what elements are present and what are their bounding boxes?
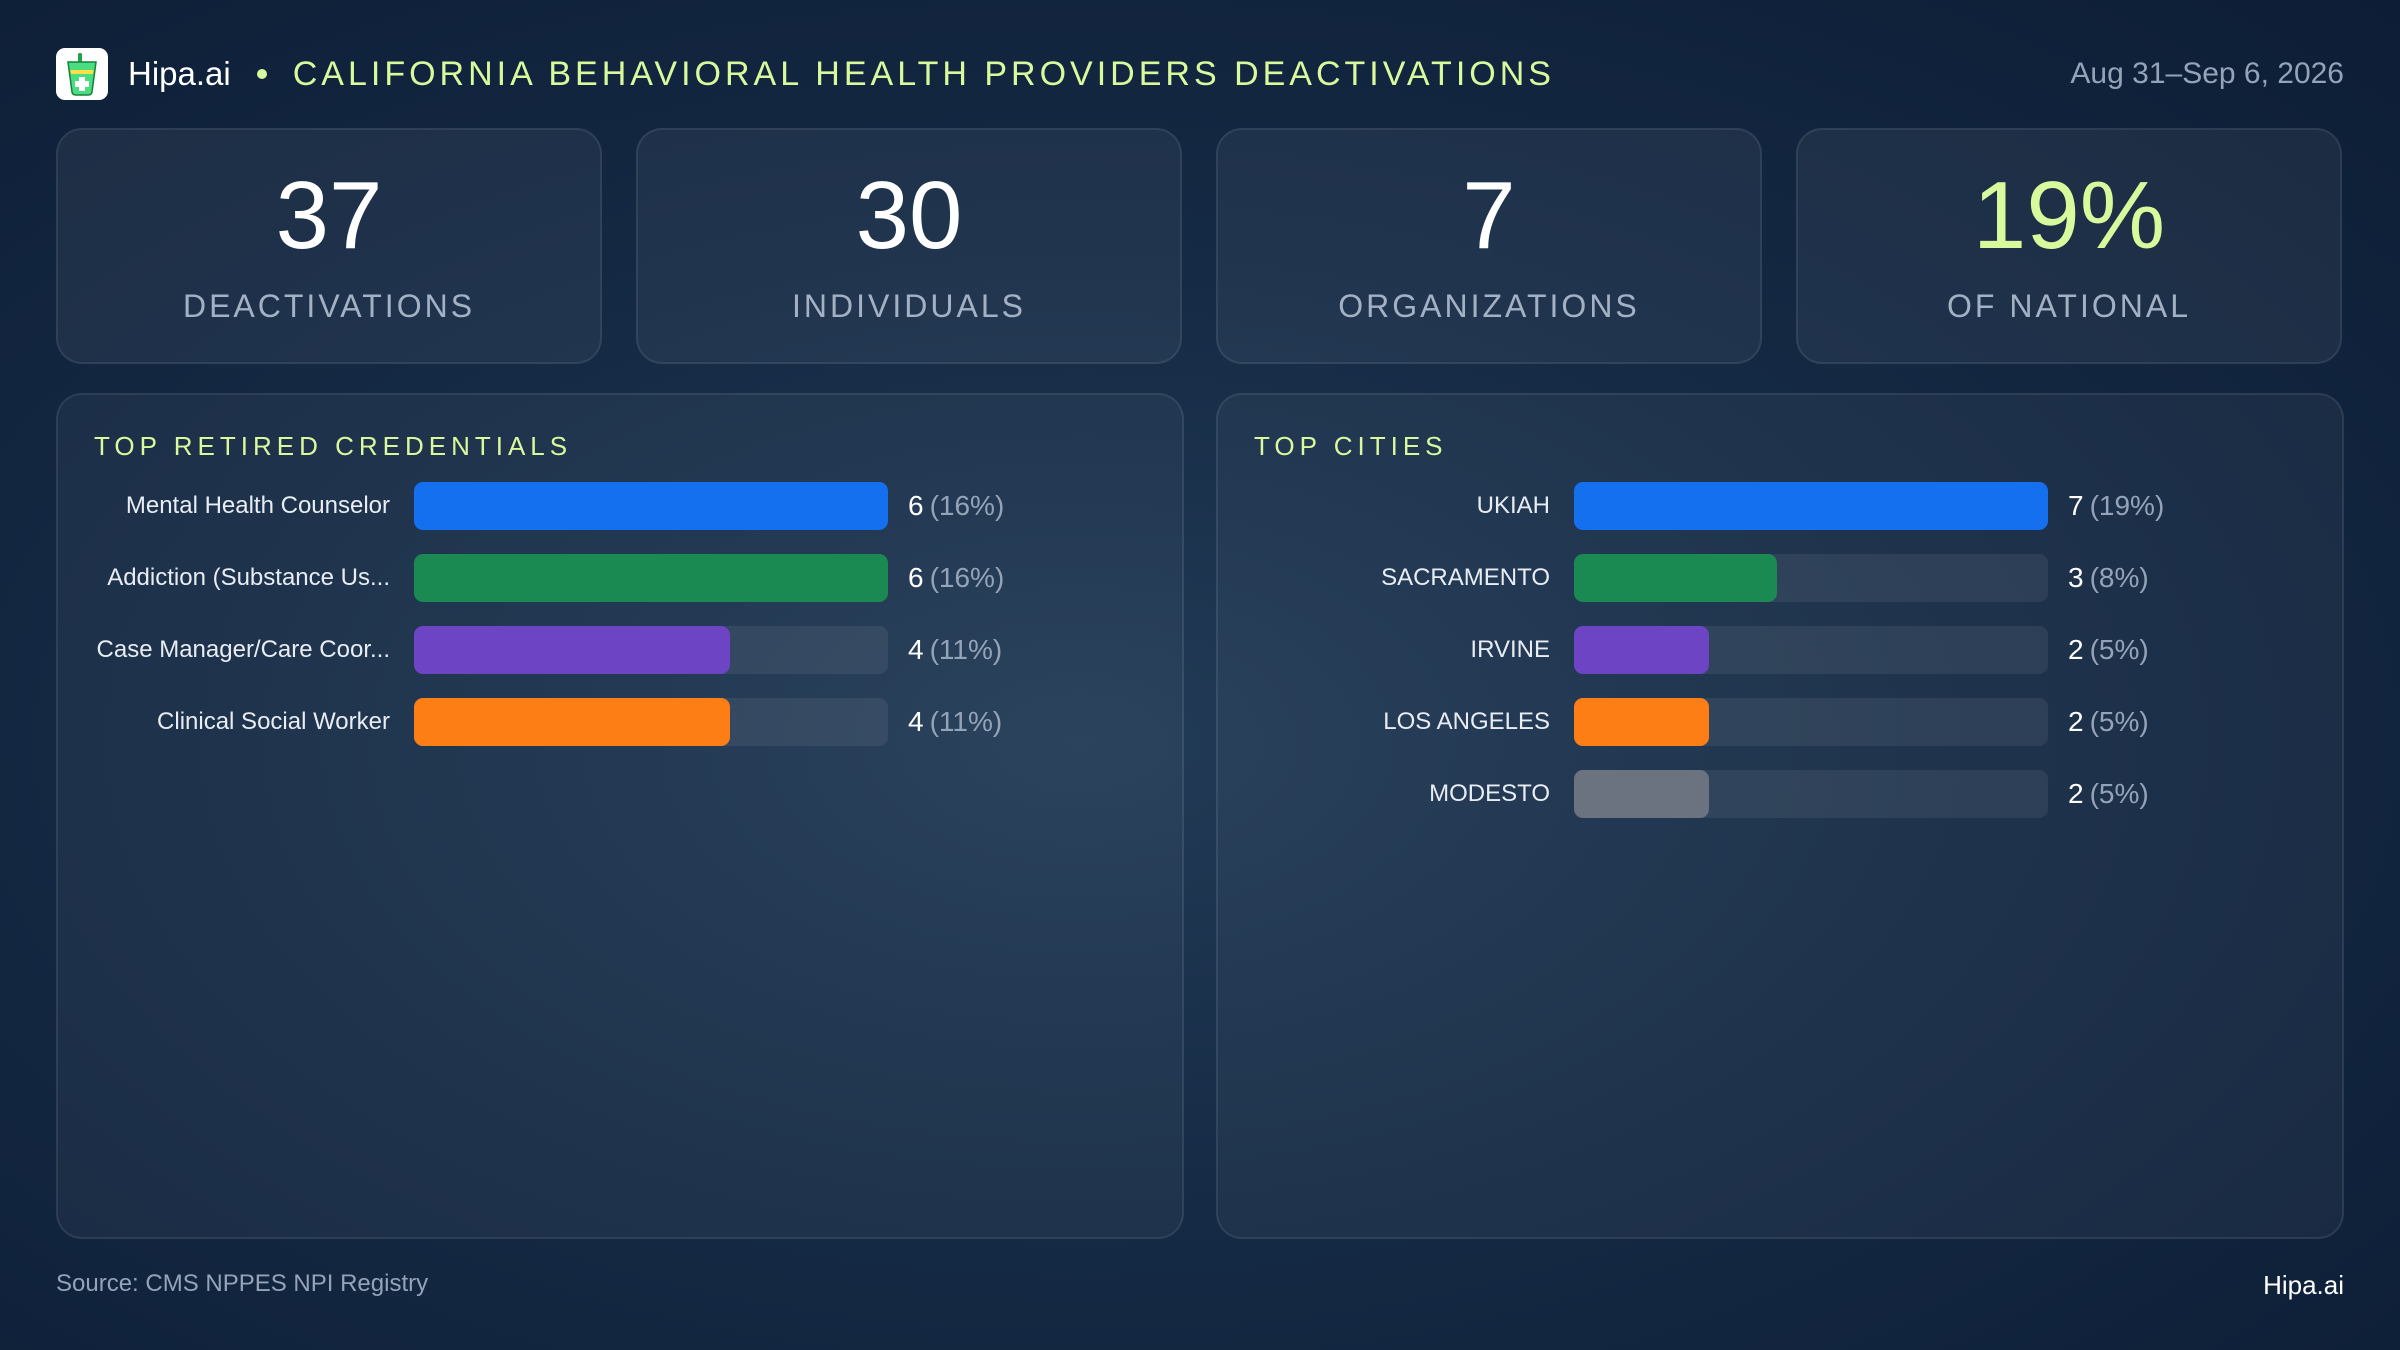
bar-percent: (11%) <box>929 706 1003 737</box>
title-bullet <box>256 69 267 79</box>
bar-row: Mental Health Counselor 6 (16%) <box>58 482 1186 530</box>
bar-category-label: Addiction (Substance Us... <box>107 564 390 591</box>
bar-row: LOS ANGELES 2 (5%) <box>1218 698 2346 746</box>
bar-count: 4 <box>908 706 924 737</box>
bar-percent: (16%) <box>929 490 1005 521</box>
bar-row: SACRAMENTO 3 (8%) <box>1218 554 2346 602</box>
bar-count: 2 <box>2068 634 2084 665</box>
bar <box>414 698 730 746</box>
brand-name: Hipa.ai <box>128 55 231 92</box>
kpi-label: ORGANIZATIONS <box>1338 288 1640 324</box>
bar-category-label: UKIAH <box>1476 492 1550 519</box>
bar-row: Case Manager/Care Coor... 4 (11%) <box>58 626 1186 674</box>
bar <box>414 626 730 674</box>
footer-brand: Hipa.ai <box>2263 1270 2344 1300</box>
bar-category-label: Clinical Social Worker <box>157 708 390 735</box>
date-range: Aug 31–Sep 6, 2026 <box>2070 57 2344 90</box>
kpi-value: 30 <box>855 162 963 269</box>
page-title: CALIFORNIA BEHAVIORAL HEALTH PROVIDERS D… <box>292 54 1555 93</box>
bar-track <box>1574 482 2048 530</box>
bar-track <box>1574 626 2048 674</box>
kpi-card-national-share: 19% OF NATIONAL <box>1796 128 2342 364</box>
bar-count: 7 <box>2068 490 2084 521</box>
bar-row: UKIAH 7 (19%) <box>1218 482 2346 530</box>
kpi-card-individuals: 30 INDIVIDUALS <box>636 128 1182 364</box>
kpi-value: 37 <box>275 162 383 269</box>
bar-percent: (5%) <box>2089 634 2149 665</box>
bar-category-label: SACRAMENTO <box>1381 564 1550 591</box>
bar <box>1574 554 1778 602</box>
kpi-value: 19% <box>1972 162 2166 269</box>
bar-count: 6 <box>908 490 924 521</box>
bar-count: 2 <box>2068 706 2084 737</box>
bar-percent: (19%) <box>2089 490 2165 521</box>
bar-value-label: 2 (5%) <box>2068 626 2149 674</box>
header: Hipa.ai CALIFORNIA BEHAVIORAL HEALTH PRO… <box>56 47 2344 101</box>
panel-title: TOP RETIRED CREDENTIALS <box>94 431 573 461</box>
bar-track <box>1574 554 2048 602</box>
bar <box>1574 698 1710 746</box>
bar-row: Clinical Social Worker 4 (11%) <box>58 698 1186 746</box>
bar-row: Addiction (Substance Us... 6 (16%) <box>58 554 1186 602</box>
bar-value-label: 6 (16%) <box>908 554 1004 602</box>
bar-track <box>414 626 888 674</box>
credentials-panel: TOP RETIRED CREDENTIALS Mental Health Co… <box>56 393 1184 1239</box>
bar-value-label: 2 (5%) <box>2068 770 2149 818</box>
bar-category-label: MODESTO <box>1429 780 1550 807</box>
bar-row: IRVINE 2 (5%) <box>1218 626 2346 674</box>
source-note: Source: CMS NPPES NPI Registry <box>56 1270 429 1297</box>
bar-row: MODESTO 2 (5%) <box>1218 770 2346 818</box>
logo <box>56 48 108 100</box>
bar-track <box>1574 698 2048 746</box>
bar-track <box>414 698 888 746</box>
kpi-card-deactivations: 37 DEACTIVATIONS <box>56 128 602 364</box>
bar <box>1574 626 1710 674</box>
bar-percent: (16%) <box>929 562 1005 593</box>
bar-percent: (5%) <box>2089 706 2149 737</box>
bar-count: 2 <box>2068 778 2084 809</box>
bar-category-label: Mental Health Counselor <box>125 492 390 519</box>
kpi-label: DEACTIVATIONS <box>182 288 476 324</box>
bar-percent: (8%) <box>2089 562 2149 593</box>
bar-value-label: 6 (16%) <box>908 482 1004 530</box>
bar <box>1574 770 1710 818</box>
bar <box>414 482 888 530</box>
kpi-label: OF NATIONAL <box>1947 288 2191 324</box>
bar-percent: (5%) <box>2089 778 2149 809</box>
bar-category-label: Case Manager/Care Coor... <box>96 636 390 663</box>
bar <box>1574 482 2048 530</box>
bar-count: 4 <box>908 634 924 665</box>
bar-category-label: IRVINE <box>1470 636 1550 663</box>
bar-track <box>414 482 888 530</box>
panel-title: TOP CITIES <box>1254 431 1448 461</box>
bar-percent: (11%) <box>929 634 1003 665</box>
bar-count: 3 <box>2068 562 2084 593</box>
kpi-value: 7 <box>1462 162 1516 269</box>
bar-value-label: 4 (11%) <box>908 626 1002 674</box>
kpi-card-organizations: 7 ORGANIZATIONS <box>1216 128 1762 364</box>
bar-value-label: 4 (11%) <box>908 698 1002 746</box>
bar <box>414 554 888 602</box>
bar-value-label: 3 (8%) <box>2068 554 2149 602</box>
bar-value-label: 7 (19%) <box>2068 482 2164 530</box>
bar-track <box>1574 770 2048 818</box>
bar-track <box>414 554 888 602</box>
medical-cup-icon <box>67 53 97 96</box>
cities-panel: TOP CITIES UKIAH 7 (19%) SACRAMENTO 3 (8%) IRV… <box>1216 393 2344 1239</box>
bar-count: 6 <box>908 562 924 593</box>
kpi-label: INDIVIDUALS <box>792 288 1026 324</box>
bar-category-label: LOS ANGELES <box>1383 708 1550 735</box>
bar-value-label: 2 (5%) <box>2068 698 2149 746</box>
